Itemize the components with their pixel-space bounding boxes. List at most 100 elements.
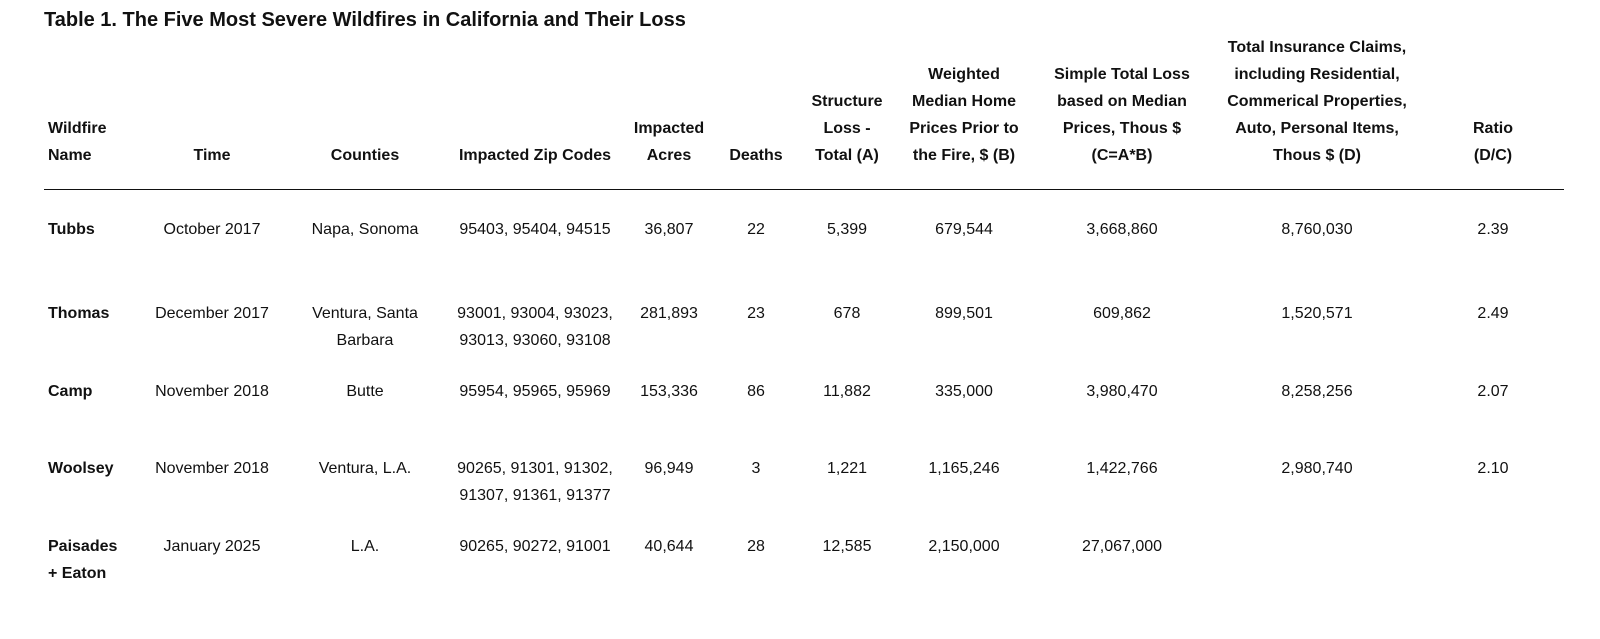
cell-line: Barbara <box>336 331 394 349</box>
cell-median-price: 335,000 <box>935 382 993 400</box>
cell-median-price: 899,501 <box>935 304 993 322</box>
cell-line: the Fire, $ (B) <box>912 147 1016 164</box>
cell-simple-total-loss: 3,668,860 <box>1086 221 1158 238</box>
cell-line: Weighted <box>928 66 1000 83</box>
cell-simple-total-loss: 609,862 <box>1093 304 1151 322</box>
cell-line: Deaths <box>729 147 783 164</box>
cell-time: October 2017 <box>163 221 261 238</box>
cell-counties: Napa, Sonoma <box>284 190 446 276</box>
cell-line: Total (A) <box>815 147 879 164</box>
cell-line: 93013, 93060, 93108 <box>459 331 611 349</box>
cell-insurance-claims: 8,760,030 <box>1281 221 1353 238</box>
cell-counties: Butte <box>284 354 446 431</box>
wildfire-table: Wildfire Name Time Counties Impacted Zip … <box>44 34 1564 587</box>
cell-counties: Ventura, Santa Barbara <box>284 276 446 354</box>
table-title: Table 1. The Five Most Severe Wildfires … <box>44 9 686 31</box>
cell-line: 95403, 95404, 94515 <box>459 221 611 238</box>
cell-ratio <box>1422 509 1564 587</box>
cell-line: 90265, 91301, 91302, <box>457 459 613 477</box>
cell-line: L.A. <box>350 537 380 555</box>
cell-line: Tubbs <box>48 221 95 238</box>
cell-time: November 2018 <box>155 459 269 477</box>
cell-line: 91307, 91361, 91377 <box>459 486 611 504</box>
cell-structure-loss: 5,399 <box>826 221 868 238</box>
cell-deaths: 3 <box>751 459 761 477</box>
cell-line: Wildfire <box>48 120 107 137</box>
cell-acres: 40,644 <box>644 537 694 555</box>
table-row: Thomas December 2017 Ventura, Santa Barbara… <box>44 276 1564 354</box>
cell-wildfire-name: Tubbs <box>44 190 140 276</box>
cell-line: Median Home <box>911 93 1016 110</box>
cell-counties: Ventura, L.A. <box>284 431 446 509</box>
cell-line: Prices Prior to <box>909 120 1019 137</box>
cell-zip-codes: 95403, 95404, 94515 <box>446 190 624 276</box>
cell-insurance-claims: 2,980,740 <box>1281 459 1353 477</box>
cell-line: Acres <box>646 147 692 164</box>
cell-wildfire-name: Woolsey <box>44 431 140 509</box>
cell-line: Counties <box>330 147 400 164</box>
cell-line: Simple Total Loss <box>1054 66 1190 83</box>
cell-line: Thomas <box>48 304 110 322</box>
cell-line: Napa, Sonoma <box>311 221 419 238</box>
cell-insurance-claims: 1,520,571 <box>1281 304 1353 322</box>
cell-line: Woolsey <box>48 459 114 477</box>
cell-structure-loss: 678 <box>833 304 861 322</box>
cell-line: 93001, 93004, 93023, <box>457 304 613 322</box>
cell-zip-codes: 90265, 90272, 91001 <box>446 509 624 587</box>
cell-deaths: 22 <box>747 221 765 238</box>
cell-acres: 96,949 <box>644 459 694 477</box>
cell-insurance-claims <box>1212 509 1422 587</box>
cell-line: Camp <box>48 382 93 400</box>
cell-ratio: 2.07 <box>1477 382 1509 400</box>
cell-simple-total-loss: 1,422,766 <box>1086 459 1158 477</box>
cell-median-price: 1,165,246 <box>928 459 1000 477</box>
cell-time: January 2025 <box>163 537 261 555</box>
cell-deaths: 23 <box>747 304 765 322</box>
cell-line: Ventura, Santa <box>312 304 418 322</box>
cell-acres: 281,893 <box>640 304 698 322</box>
cell-line: Structure <box>811 93 883 110</box>
header-row: Wildfire Name Time Counties Impacted Zip … <box>44 34 1564 190</box>
cell-simple-total-loss: 3,980,470 <box>1086 382 1158 400</box>
header-simple-total-loss: Simple Total Loss based on Median Prices, … <box>1032 34 1212 190</box>
cell-median-price: 2,150,000 <box>928 537 1000 555</box>
cell-ratio: 2.49 <box>1477 304 1509 322</box>
cell-counties: L.A. <box>284 509 446 587</box>
header-counties: Counties <box>284 34 446 190</box>
header-acres: Impacted Acres <box>624 34 714 190</box>
cell-time: November 2018 <box>155 382 269 400</box>
table-row: Tubbs October 2017 Napa, Sonoma 95403, 9540… <box>44 190 1564 276</box>
cell-line: Commerical Properties, <box>1227 93 1407 110</box>
cell-ratio: 2.39 <box>1477 221 1509 238</box>
table-row: Camp November 2018 Butte 95954, 95965, 9596… <box>44 354 1564 431</box>
cell-structure-loss: 11,882 <box>823 382 871 400</box>
cell-line: Impacted Zip Codes <box>458 147 612 164</box>
header-insurance-claims: Total Insurance Claims, including Residen… <box>1212 34 1422 190</box>
cell-line: Prices, Thous $ <box>1062 120 1182 137</box>
cell-acres: 36,807 <box>644 221 694 238</box>
cell-line: Butte <box>346 382 384 400</box>
cell-wildfire-name: Thomas <box>44 276 140 354</box>
cell-structure-loss: 1,221 <box>826 459 868 477</box>
cell-ratio: 2.10 <box>1477 459 1509 477</box>
cell-line: Name <box>48 147 92 164</box>
cell-simple-total-loss: 27,067,000 <box>1081 537 1163 555</box>
table-body: Tubbs October 2017 Napa, Sonoma 95403, 9540… <box>44 190 1564 587</box>
cell-line: based on Median <box>1057 93 1187 110</box>
cell-line: Paisades <box>48 537 118 555</box>
cell-insurance-claims: 8,258,256 <box>1281 382 1353 400</box>
header-ratio: Ratio (D/C) <box>1422 34 1564 190</box>
cell-line: Total Insurance Claims, <box>1227 39 1407 56</box>
cell-wildfire-name: Paisades + Eaton <box>44 509 140 587</box>
cell-line: 90265, 90272, 91001 <box>459 537 611 555</box>
cell-zip-codes: 93001, 93004, 93023, 93013, 93060, 93108 <box>446 276 624 354</box>
cell-zip-codes: 90265, 91301, 91302, 91307, 91361, 91377 <box>446 431 624 509</box>
cell-line: (C=A*B) <box>1091 147 1153 164</box>
cell-line: Auto, Personal Items, <box>1235 120 1399 137</box>
cell-median-price: 679,544 <box>935 221 993 238</box>
table-row: Paisades + Eaton January 2025 L.A. 90265, 90… <box>44 509 1564 587</box>
cell-line: Ratio <box>1473 120 1513 137</box>
cell-line: + Eaton <box>48 564 107 582</box>
header-median-price: Weighted Median Home Prices Prior to the Fi… <box>896 34 1032 190</box>
cell-line: Thous $ (D) <box>1273 147 1361 164</box>
